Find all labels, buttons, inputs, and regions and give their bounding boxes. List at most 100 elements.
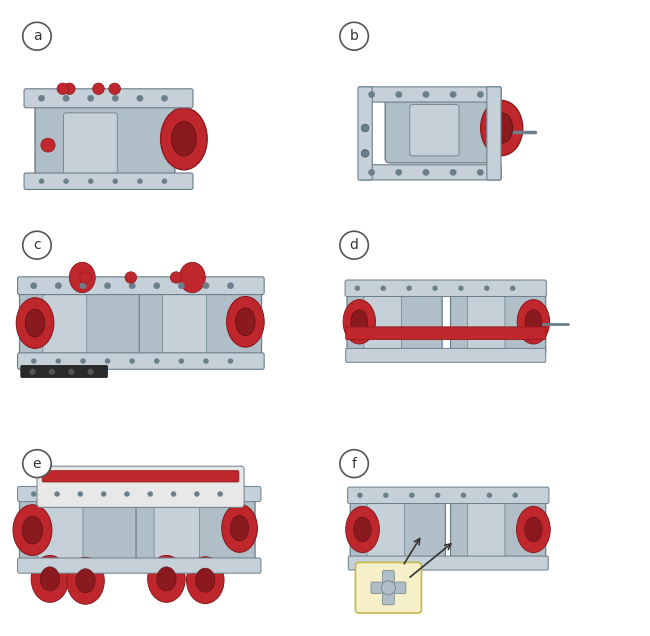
FancyBboxPatch shape [359,87,501,102]
FancyBboxPatch shape [38,503,83,560]
Ellipse shape [343,300,376,344]
Ellipse shape [31,555,69,602]
Circle shape [68,369,75,375]
Circle shape [64,83,75,95]
Circle shape [88,95,94,101]
FancyBboxPatch shape [358,87,372,180]
Ellipse shape [157,567,176,591]
Circle shape [450,169,456,176]
Circle shape [396,92,402,98]
Circle shape [458,286,463,291]
Text: e: e [32,457,41,471]
Ellipse shape [172,121,196,156]
Circle shape [63,95,70,101]
FancyBboxPatch shape [24,173,193,190]
Circle shape [55,492,60,497]
Ellipse shape [354,517,371,542]
FancyBboxPatch shape [64,113,117,176]
Circle shape [409,493,414,498]
Text: b: b [350,29,359,43]
Circle shape [406,286,411,291]
Circle shape [422,169,429,176]
FancyBboxPatch shape [345,280,547,296]
Circle shape [513,493,518,498]
Text: a: a [32,29,42,43]
Circle shape [227,282,234,289]
Ellipse shape [480,100,523,156]
Ellipse shape [22,516,42,544]
FancyBboxPatch shape [18,277,264,294]
Ellipse shape [231,516,249,541]
Circle shape [109,83,120,95]
Circle shape [178,282,185,289]
Circle shape [369,92,375,98]
Circle shape [129,282,135,289]
FancyBboxPatch shape [35,100,175,184]
Circle shape [80,282,86,289]
Circle shape [153,282,160,289]
Circle shape [510,286,515,291]
FancyBboxPatch shape [348,487,549,504]
Circle shape [203,282,209,289]
Circle shape [23,22,51,50]
FancyBboxPatch shape [410,104,459,156]
FancyBboxPatch shape [367,504,404,558]
Circle shape [170,272,182,283]
FancyBboxPatch shape [346,349,546,363]
Ellipse shape [236,308,255,336]
Ellipse shape [16,298,54,349]
Text: c: c [33,238,41,252]
FancyBboxPatch shape [383,593,395,605]
Circle shape [23,232,51,259]
FancyBboxPatch shape [162,293,207,354]
Circle shape [56,359,61,364]
Circle shape [382,581,396,595]
Circle shape [171,492,176,497]
FancyBboxPatch shape [383,570,395,582]
Ellipse shape [351,310,368,334]
Circle shape [104,282,110,289]
Circle shape [355,286,360,291]
Circle shape [154,359,159,364]
Ellipse shape [67,557,104,604]
FancyBboxPatch shape [467,296,505,349]
Ellipse shape [227,296,264,347]
Ellipse shape [148,555,185,602]
FancyBboxPatch shape [18,487,261,502]
Circle shape [31,282,37,289]
FancyBboxPatch shape [20,495,138,566]
FancyBboxPatch shape [356,562,421,613]
FancyBboxPatch shape [350,496,445,563]
Circle shape [148,492,153,497]
Ellipse shape [187,556,224,604]
Circle shape [88,179,94,184]
Circle shape [461,493,466,498]
Circle shape [93,83,104,95]
Circle shape [340,232,369,259]
Ellipse shape [76,569,96,593]
Circle shape [361,149,369,157]
FancyBboxPatch shape [136,494,255,564]
FancyBboxPatch shape [450,289,546,356]
Ellipse shape [525,310,542,334]
Circle shape [381,286,386,291]
FancyBboxPatch shape [450,496,546,563]
Circle shape [137,179,142,184]
Circle shape [203,359,209,364]
Circle shape [422,92,429,98]
Circle shape [358,493,363,498]
FancyBboxPatch shape [18,353,264,370]
Circle shape [384,493,389,498]
Circle shape [228,359,233,364]
FancyBboxPatch shape [395,582,406,593]
FancyBboxPatch shape [371,582,383,593]
Circle shape [396,169,402,176]
Circle shape [81,359,86,364]
Ellipse shape [70,262,96,293]
Circle shape [218,492,223,497]
Circle shape [435,493,440,498]
Circle shape [194,492,200,497]
FancyBboxPatch shape [154,501,200,558]
Circle shape [112,179,118,184]
Ellipse shape [161,107,207,170]
